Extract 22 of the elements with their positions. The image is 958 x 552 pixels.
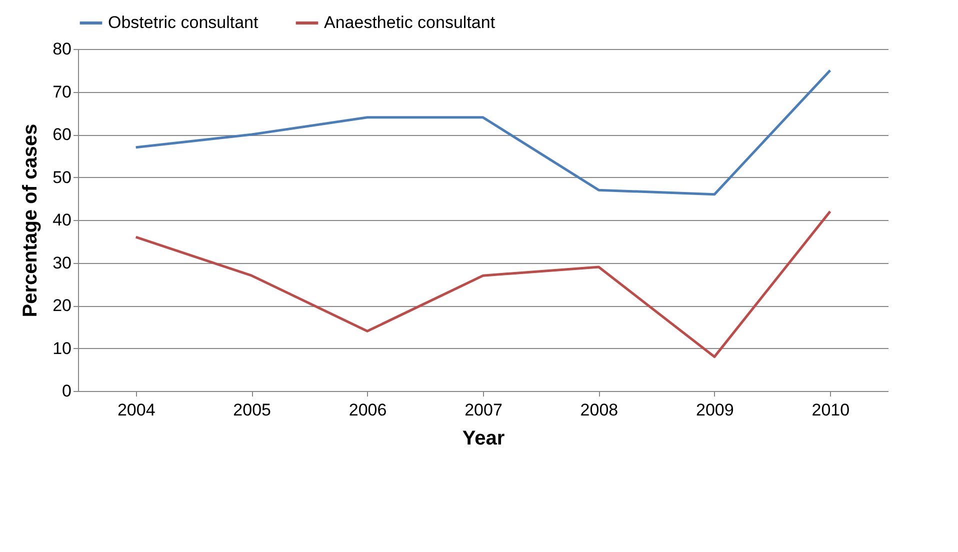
x-tick-label: 2006 (348, 400, 387, 420)
y-tick-label: 40 (52, 210, 72, 230)
x-tick-label: 2009 (696, 400, 734, 420)
y-tick-label: 10 (52, 338, 72, 358)
x-tick-label: 2010 (812, 400, 850, 420)
y-tick-label: 60 (52, 125, 72, 144)
y-tick-label: 50 (52, 168, 72, 187)
y-axis-title: Percentage of cases (20, 124, 42, 318)
x-tick-label: 2005 (233, 400, 271, 420)
x-tick-label: 2007 (464, 400, 502, 420)
line-series (134, 210, 832, 358)
y-tick-label: 70 (52, 82, 72, 102)
x-axis-title: Year (462, 428, 505, 450)
y-tick-label: 80 (52, 40, 72, 58)
line-series (134, 69, 832, 196)
y-tick-label: 0 (62, 382, 72, 400)
y-tick-label: 20 (52, 296, 72, 315)
y-tick-label: 30 (52, 253, 72, 272)
legend-label: Anaesthetic consultant (324, 13, 496, 32)
legend-label: Obstetric consultant (108, 13, 259, 32)
x-tick-label: 2004 (117, 400, 156, 420)
x-tick-label: 2008 (580, 400, 618, 420)
